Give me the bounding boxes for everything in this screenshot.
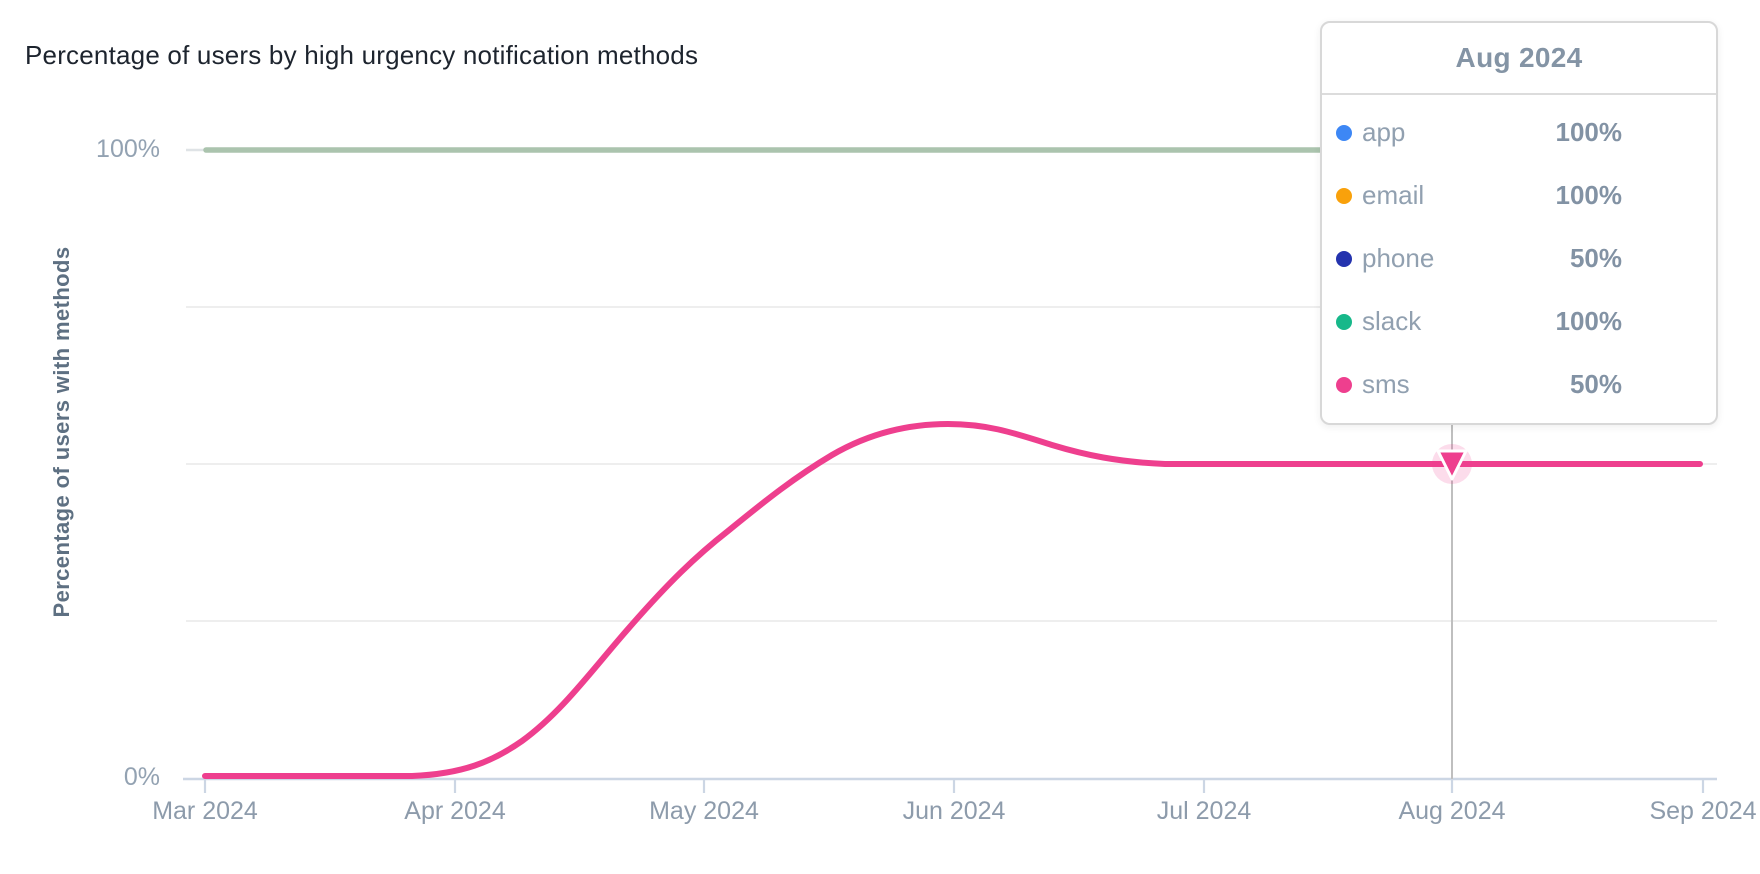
- tooltip-row-value: 100%: [1555, 306, 1623, 336]
- tooltip-row-label: app: [1362, 117, 1406, 147]
- tooltip-row-value: 100%: [1555, 180, 1623, 210]
- y-tick-label-100: 100%: [96, 135, 160, 163]
- tooltip-row-label: email: [1362, 180, 1425, 210]
- x-label-apr-2024: Apr 2024: [404, 797, 506, 825]
- x-label-mar-2024: Mar 2024: [152, 797, 258, 825]
- app-series-dot-icon: [1336, 124, 1352, 141]
- phone-series-dot-icon: [1336, 250, 1352, 267]
- line-sms-series[interactable]: [202, 421, 1703, 780]
- tooltip-row-sms: sms 50%: [1322, 353, 1716, 416]
- sms-series-dot-icon: [1336, 376, 1352, 393]
- email-series-dot-icon: [1336, 187, 1352, 204]
- x-label-sep-2024: Sep 2024: [1649, 797, 1757, 825]
- tooltip-row-email: email 100%: [1322, 164, 1716, 227]
- tooltip-row-phone: phone 50%: [1322, 227, 1716, 290]
- tooltip-rows: app 100% email 100% phone 50% slack 100%…: [1322, 95, 1716, 416]
- hover-marker[interactable]: [1432, 444, 1472, 484]
- tooltip-row-label: phone: [1362, 243, 1435, 273]
- slack-series-dot-icon: [1336, 313, 1352, 330]
- tooltip-row-label: slack: [1362, 306, 1422, 336]
- x-label-jun-2024: Jun 2024: [902, 797, 1006, 825]
- tooltip-row-app: app 100%: [1322, 101, 1716, 164]
- marker-triangle-icon: [1436, 449, 1468, 481]
- tooltip-row-slack: slack 100%: [1322, 290, 1716, 353]
- tooltip: Aug 2024 app 100% email 100% phone 50% s…: [1320, 21, 1718, 425]
- x-label-may-2024: May 2024: [649, 797, 759, 825]
- y-tick-label-0: 0%: [123, 763, 160, 791]
- x-label-aug-2024: Aug 2024: [1398, 797, 1506, 825]
- chart-title: Percentage of users by high urgency noti…: [25, 40, 699, 70]
- tooltip-row-value: 100%: [1555, 117, 1623, 147]
- tooltip-row-value: 50%: [1569, 243, 1622, 273]
- x-axis: [183, 777, 1717, 793]
- tooltip-row-value: 50%: [1569, 369, 1622, 399]
- tooltip-title: Aug 2024: [1322, 23, 1716, 95]
- x-label-jul-2024: Jul 2024: [1156, 797, 1252, 825]
- tooltip-row-label: sms: [1362, 369, 1410, 399]
